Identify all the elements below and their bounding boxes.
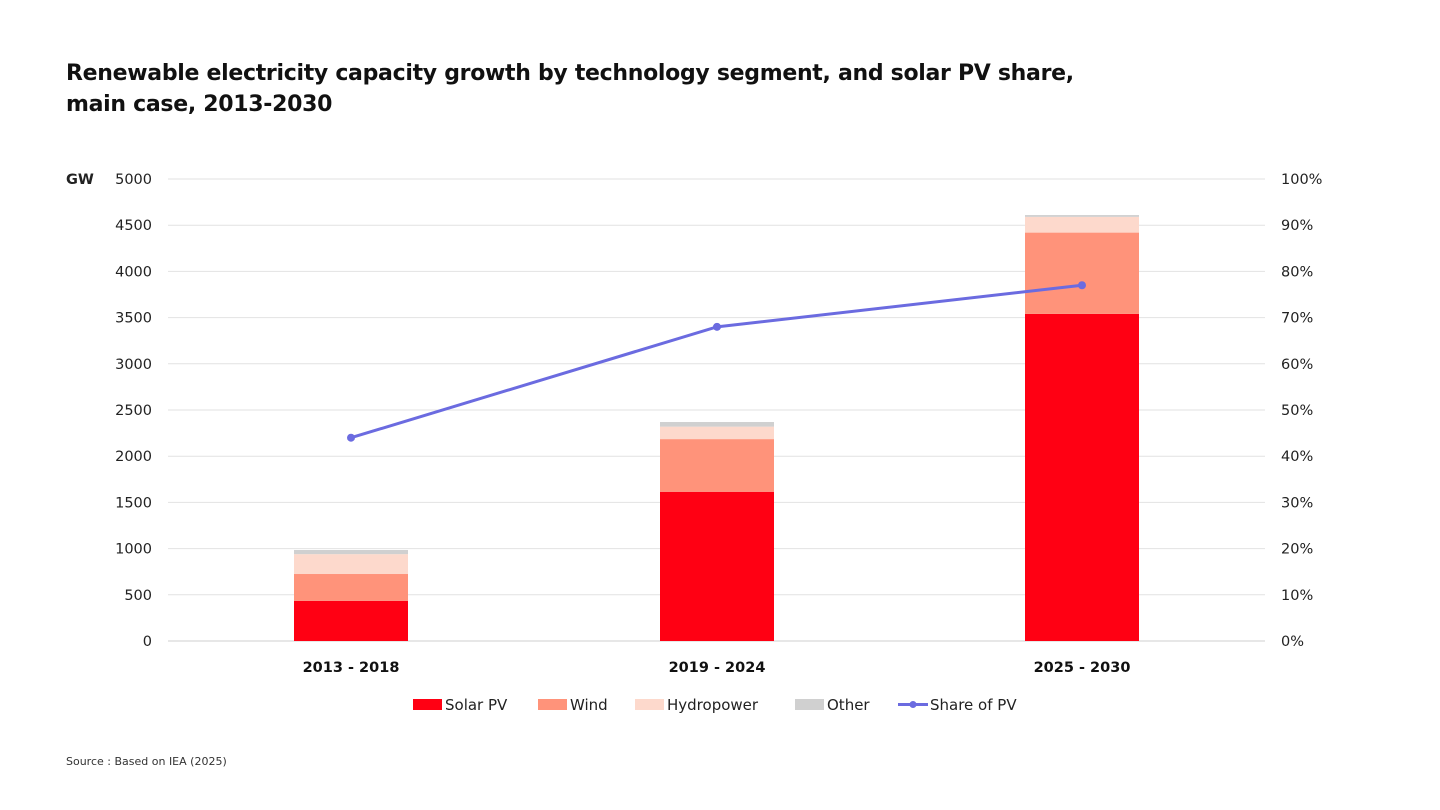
x-tick-label: 2013 - 2018 [303, 660, 400, 676]
y2-tick-label: 90% [1281, 218, 1313, 234]
legend-swatch [635, 699, 664, 710]
legend-swatch [413, 699, 442, 710]
legend-label: Share of PV [930, 696, 1017, 714]
y2-tick-label: 60% [1281, 357, 1313, 373]
y-tick-label: 2000 [115, 449, 152, 465]
bar-solar-pv [294, 600, 408, 641]
bar-other [294, 549, 408, 555]
source-note: Source : Based on IEA (2025) [66, 755, 227, 768]
y2-tick-label: 80% [1281, 264, 1313, 280]
legend-marker [909, 701, 917, 708]
line-point [1078, 281, 1086, 290]
y-tick-label: 3000 [115, 357, 152, 373]
bar-hydropower [294, 554, 408, 575]
chart-title: Renewable electricity capacity growth by… [66, 58, 1074, 120]
legend-swatch [795, 699, 824, 710]
legend-label: Other [827, 696, 870, 714]
title-line-1: Renewable electricity capacity growth by… [66, 61, 1074, 86]
bar-other [1025, 215, 1139, 217]
y-tick-label: 2500 [115, 403, 152, 419]
legend-label: Wind [570, 696, 608, 714]
line-share-of-pv [350, 283, 1083, 440]
y-tick-label: 500 [124, 588, 152, 604]
legend-label: Hydropower [667, 696, 759, 714]
line-point [713, 322, 721, 331]
y-tick-label: 3500 [115, 311, 152, 327]
bar-other [660, 422, 774, 427]
y-tick-label: 0 [143, 634, 152, 650]
bar-hydropower [660, 426, 774, 440]
title-line-2: main case, 2013-2030 [66, 92, 333, 117]
y2-tick-label: 10% [1281, 588, 1313, 604]
y-tick-label: 4000 [115, 264, 152, 280]
y2-tick-label: 50% [1281, 403, 1313, 419]
legend-label: Solar PV [445, 696, 508, 714]
y2-tick-label: 30% [1281, 495, 1313, 511]
y-tick-label: 4500 [115, 218, 152, 234]
line-point [347, 433, 355, 442]
bar-solar-pv [1025, 313, 1139, 641]
x-tick-label: 2019 - 2024 [669, 660, 766, 676]
y-tick-label: 1000 [115, 542, 152, 558]
y2-tick-label: 70% [1281, 311, 1313, 327]
y-axis-label: GW [66, 172, 94, 188]
legend-swatch [538, 699, 567, 710]
bar-wind [660, 439, 774, 492]
bar-hydropower [1025, 216, 1139, 233]
y2-tick-label: 40% [1281, 449, 1313, 465]
bar-wind [1025, 232, 1139, 314]
y2-tick-label: 100% [1281, 172, 1322, 188]
y2-tick-label: 20% [1281, 542, 1313, 558]
x-tick-label: 2025 - 2030 [1034, 660, 1131, 676]
y-tick-label: 5000 [115, 172, 152, 188]
bar-solar-pv [660, 491, 774, 641]
y2-tick-label: 0% [1281, 634, 1304, 650]
y-tick-label: 1500 [115, 495, 152, 511]
bar-wind [294, 574, 408, 601]
